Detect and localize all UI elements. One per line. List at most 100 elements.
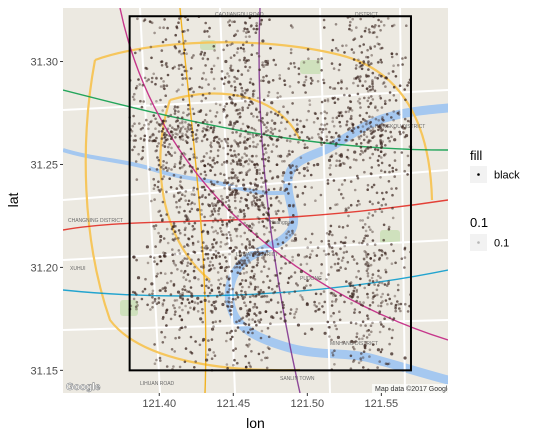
data-point <box>393 138 397 142</box>
data-point <box>159 188 163 191</box>
data-point <box>263 233 266 236</box>
data-point <box>162 167 165 171</box>
data-point <box>360 241 364 245</box>
data-point <box>303 80 306 84</box>
data-point <box>400 125 404 129</box>
data-point <box>287 182 291 186</box>
data-point <box>377 24 381 28</box>
data-point <box>174 336 177 340</box>
data-point <box>218 207 221 210</box>
data-point <box>134 160 138 163</box>
data-point <box>264 63 267 67</box>
data-point <box>379 126 382 129</box>
data-point <box>343 300 346 304</box>
data-point <box>359 359 363 362</box>
data-point <box>161 302 165 306</box>
data-point <box>340 153 343 157</box>
data-point <box>209 267 213 271</box>
data-point <box>377 274 380 278</box>
data-point <box>252 306 255 309</box>
data-point <box>164 105 167 108</box>
data-point <box>338 63 342 66</box>
data-point <box>350 139 353 142</box>
data-point <box>183 228 187 231</box>
data-point <box>262 265 266 269</box>
data-point <box>211 190 215 193</box>
data-point <box>374 105 377 108</box>
data-point <box>359 324 363 327</box>
data-point <box>235 51 239 54</box>
data-point <box>365 336 369 339</box>
data-point <box>268 279 272 283</box>
data-point <box>241 297 245 300</box>
data-point <box>213 266 216 270</box>
data-point <box>172 193 176 197</box>
data-point <box>229 337 233 341</box>
data-point <box>363 130 366 134</box>
data-point <box>331 120 335 123</box>
data-point <box>174 310 177 314</box>
data-point <box>186 18 190 22</box>
data-point <box>302 139 305 142</box>
data-point <box>181 193 184 196</box>
data-point <box>189 306 192 310</box>
data-point <box>191 243 195 246</box>
data-point <box>248 343 251 346</box>
data-point <box>189 67 193 70</box>
data-point <box>148 168 151 171</box>
data-point <box>366 314 369 318</box>
data-point <box>361 219 365 222</box>
data-point <box>163 335 167 339</box>
data-point <box>163 252 167 255</box>
data-point <box>228 331 232 335</box>
data-point <box>375 279 379 282</box>
data-point <box>177 67 181 70</box>
data-point <box>247 158 251 161</box>
data-point <box>279 188 282 191</box>
data-point <box>214 242 218 245</box>
data-point <box>367 264 371 268</box>
data-point <box>236 120 239 123</box>
data-point <box>333 363 336 366</box>
data-point <box>157 123 161 126</box>
data-point <box>306 246 310 249</box>
data-point <box>273 127 277 131</box>
data-point <box>347 106 350 109</box>
data-point <box>329 155 332 159</box>
data-point <box>355 158 358 162</box>
data-point <box>153 227 156 231</box>
data-point <box>162 237 166 240</box>
data-point <box>185 52 188 55</box>
data-point <box>252 238 255 242</box>
data-point <box>248 66 252 69</box>
data-point <box>350 109 354 112</box>
data-point <box>305 166 309 169</box>
data-point <box>228 123 231 126</box>
data-point <box>264 356 267 360</box>
data-point <box>165 309 168 312</box>
data-point <box>276 96 280 99</box>
data-point <box>256 247 259 251</box>
data-point <box>184 304 187 308</box>
data-point <box>367 329 371 332</box>
data-point <box>365 261 369 264</box>
data-point <box>140 105 144 109</box>
data-point <box>291 229 294 233</box>
data-point <box>366 216 370 219</box>
data-point <box>266 144 270 147</box>
data-point <box>331 250 335 253</box>
data-point <box>260 201 264 204</box>
data-point <box>346 148 350 152</box>
data-point <box>162 254 166 257</box>
data-point <box>194 121 198 124</box>
data-point <box>350 122 354 125</box>
data-point <box>359 120 363 124</box>
data-point <box>221 233 224 236</box>
data-point <box>157 231 160 235</box>
data-point <box>194 137 198 141</box>
data-point <box>309 241 313 244</box>
data-point <box>258 252 262 255</box>
data-point <box>375 35 379 39</box>
data-point <box>288 233 292 237</box>
data-point <box>164 38 168 41</box>
